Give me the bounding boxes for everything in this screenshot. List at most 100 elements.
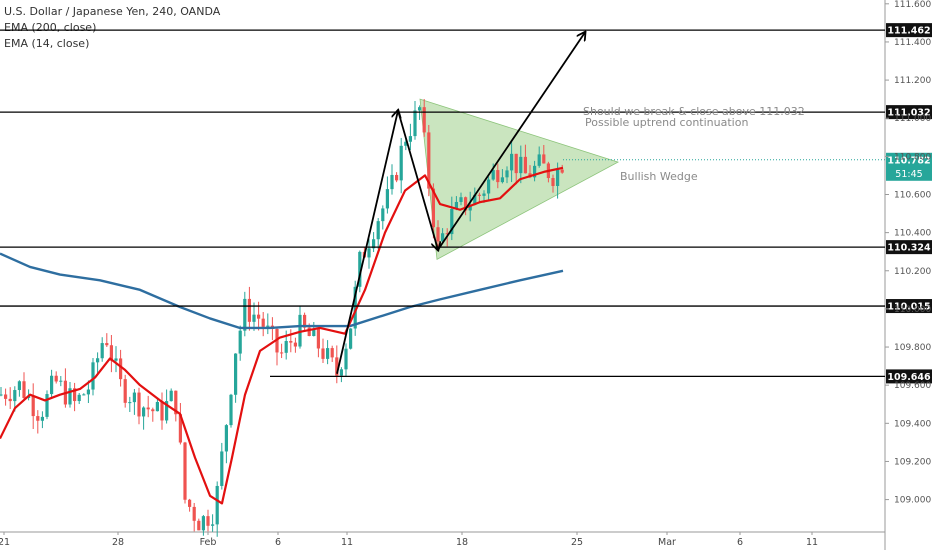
candle-body	[427, 132, 431, 189]
x-tick-label: 6	[737, 537, 743, 548]
level-price-text: 110.324	[887, 243, 931, 254]
candle-body	[349, 328, 353, 349]
candle-body	[224, 425, 228, 452]
candle-body	[86, 389, 90, 395]
candle-body	[22, 381, 26, 398]
candle-body	[523, 156, 527, 174]
candle-body	[473, 194, 477, 205]
candle-body	[137, 392, 141, 417]
level-price-text: 110.015	[887, 302, 930, 313]
candle-body	[376, 221, 380, 240]
level-price-tag: 109.646	[886, 369, 932, 384]
annotation-line1: Should we break & close above 111.032	[583, 105, 805, 118]
candle-body	[450, 208, 454, 235]
candle-body	[445, 233, 449, 235]
last-price-bg	[886, 152, 932, 181]
y-tick-label: 109.600	[894, 381, 931, 391]
annotations: Should we break & close above 111.032 Po…	[583, 105, 805, 183]
candle-body	[381, 208, 385, 222]
level-price-bg	[886, 240, 932, 255]
candle-body	[266, 325, 270, 327]
candle-body	[339, 369, 343, 376]
level-price-bg	[886, 23, 932, 38]
symbol-title[interactable]: U.S. Dollar / Japanese Yen, 240, OANDA	[4, 5, 221, 18]
y-tick-label: 109.400	[894, 419, 931, 429]
candle-body	[326, 348, 330, 359]
grid	[0, 0, 886, 550]
x-tick-label: Mar	[658, 537, 676, 548]
candle-body	[40, 416, 44, 421]
candle-body	[353, 286, 357, 329]
y-tick-label: 111.200	[894, 76, 931, 86]
candle-body	[96, 358, 100, 363]
y-tick-label: 109.200	[894, 457, 931, 467]
candle-body	[211, 524, 215, 526]
candle-body	[289, 341, 293, 343]
candle-body	[142, 407, 146, 417]
candle-body	[335, 357, 339, 376]
candle-body	[68, 388, 72, 405]
level-price-text: 111.462	[887, 26, 930, 37]
candle-body	[8, 398, 12, 402]
candle-body	[91, 362, 95, 390]
candle-body	[59, 380, 63, 382]
candle-body	[188, 499, 192, 507]
candle-body	[560, 169, 564, 173]
candle-body	[312, 328, 316, 337]
candle-body	[293, 342, 297, 347]
last-price-text: 110.782	[887, 155, 930, 166]
level-price-tag: 110.324	[886, 240, 932, 255]
candle-body	[344, 348, 348, 370]
candle-body	[160, 401, 164, 421]
candle-body	[128, 402, 132, 404]
candle-body	[123, 379, 127, 403]
candle-body	[109, 345, 113, 361]
projection-arrow	[336, 111, 398, 374]
level-price-text: 109.646	[887, 372, 931, 383]
y-tick-label: 110.000	[894, 305, 931, 315]
x-tick-label: 11	[341, 537, 353, 548]
candle-body	[155, 401, 159, 412]
candle-body	[459, 197, 463, 202]
candle-body	[31, 395, 35, 417]
candle-body	[372, 239, 376, 249]
candle-body	[197, 520, 201, 531]
candle-body	[261, 318, 265, 327]
candle-body	[82, 394, 86, 396]
candle-body	[395, 174, 399, 181]
candle-body	[408, 136, 412, 142]
candle-body	[220, 451, 224, 486]
candle-body	[73, 388, 77, 402]
candle-body	[316, 328, 320, 349]
candle-body	[496, 170, 500, 183]
y-tick-label: 109.800	[894, 343, 931, 353]
candle-body	[169, 390, 173, 402]
y-tick-label: 109.000	[894, 496, 931, 506]
candle-body	[519, 156, 523, 174]
candle-body	[464, 197, 468, 211]
candle-body	[280, 352, 284, 354]
candle-body	[105, 343, 109, 346]
candle-body	[556, 169, 560, 186]
candle-body	[183, 442, 187, 500]
y-tick-label: 110.200	[894, 267, 931, 277]
countdown-text: 51:45	[895, 169, 922, 180]
price-axis[interactable]: 111.600 111.400 111.200 111.000 110.800 110.6…	[885, 0, 931, 506]
candle-body	[146, 407, 150, 410]
candle-body	[399, 145, 403, 181]
time-axis[interactable]: 21 28 Feb 6 11 18 25 Mar 6 11	[0, 532, 818, 548]
candle-body	[50, 375, 54, 395]
candle-body	[132, 392, 136, 403]
candle-body	[454, 201, 458, 209]
level-price-bg	[886, 369, 932, 384]
candle-body	[510, 153, 514, 171]
ema14-legend[interactable]: EMA (14, close)	[4, 37, 90, 50]
horizontal-levels: 111.462 111.032 110.324 110.015 109.646 110.7…	[0, 23, 932, 384]
candle-body	[284, 341, 288, 353]
candle-body	[487, 179, 491, 194]
candle-body	[201, 516, 205, 531]
candle-body	[307, 327, 311, 337]
candle-body	[551, 178, 555, 186]
candle-body	[54, 375, 58, 382]
